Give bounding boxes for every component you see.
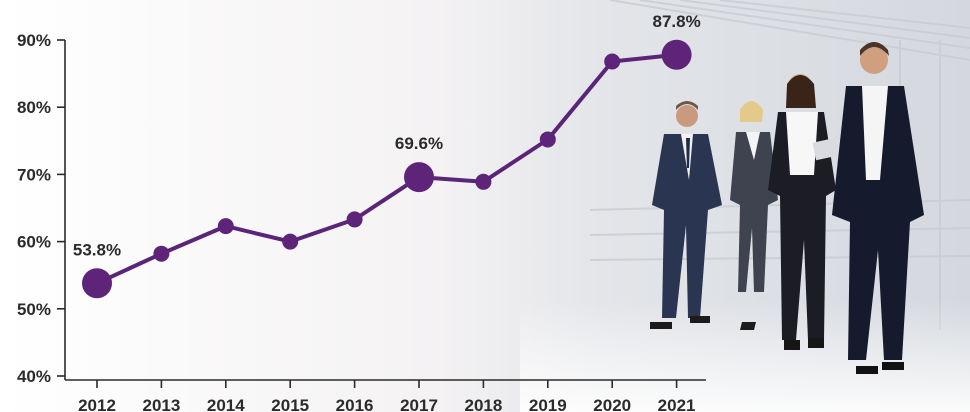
y-tick-label: 60% (17, 233, 51, 252)
data-label: 87.8% (652, 12, 700, 31)
y-tick-label: 90% (17, 31, 51, 50)
person-4 (832, 42, 924, 374)
series-line-group: 53.8% 69.6% 87.8% (73, 12, 701, 299)
data-point (604, 53, 621, 70)
x-tick-label: 2013 (142, 396, 180, 412)
person-2 (730, 101, 778, 330)
person-3 (768, 74, 840, 350)
series-line (95, 52, 679, 286)
series-points (82, 39, 692, 299)
data-point (217, 218, 234, 235)
data-point (346, 211, 363, 228)
x-tick-label: 2017 (400, 396, 438, 412)
x-tick-label: 2012 (78, 396, 116, 412)
x-axis-ticks: 2012 2013 2014 2015 2016 2017 2018 2019 2020 2021 (78, 380, 696, 412)
y-tick-label: 80% (17, 98, 51, 117)
x-tick-label: 2018 (464, 396, 502, 412)
highlight-point (661, 39, 692, 70)
data-labels: 53.8% 69.6% 87.8% (73, 12, 701, 259)
highlight-point (404, 162, 434, 193)
chart-axes: 40%50%60%70%80%90% 2012 2013 2014 2015 2016 2… (17, 31, 706, 412)
x-tick-label: 2020 (593, 396, 631, 412)
data-point (539, 131, 556, 148)
person-1 (650, 101, 722, 329)
highlight-point (82, 268, 112, 299)
y-axis-ticks: 40% 50% 60% 70% 80% 90% (17, 31, 65, 386)
y-tick-label: 40% (17, 367, 51, 386)
data-label: 69.6% (395, 134, 443, 153)
y-tick-label: 50% (17, 300, 51, 319)
y-tick-label: 70% (17, 165, 51, 184)
data-point (475, 173, 492, 190)
x-tick-label: 2016 (336, 396, 374, 412)
x-tick-label: 2014 (207, 396, 245, 412)
x-tick-label: 2015 (271, 396, 309, 412)
data-point (282, 233, 299, 250)
data-label: 53.8% (73, 240, 121, 259)
x-tick-label: 2021 (658, 396, 696, 412)
x-tick-label: 2019 (529, 396, 567, 412)
data-point (153, 245, 170, 262)
